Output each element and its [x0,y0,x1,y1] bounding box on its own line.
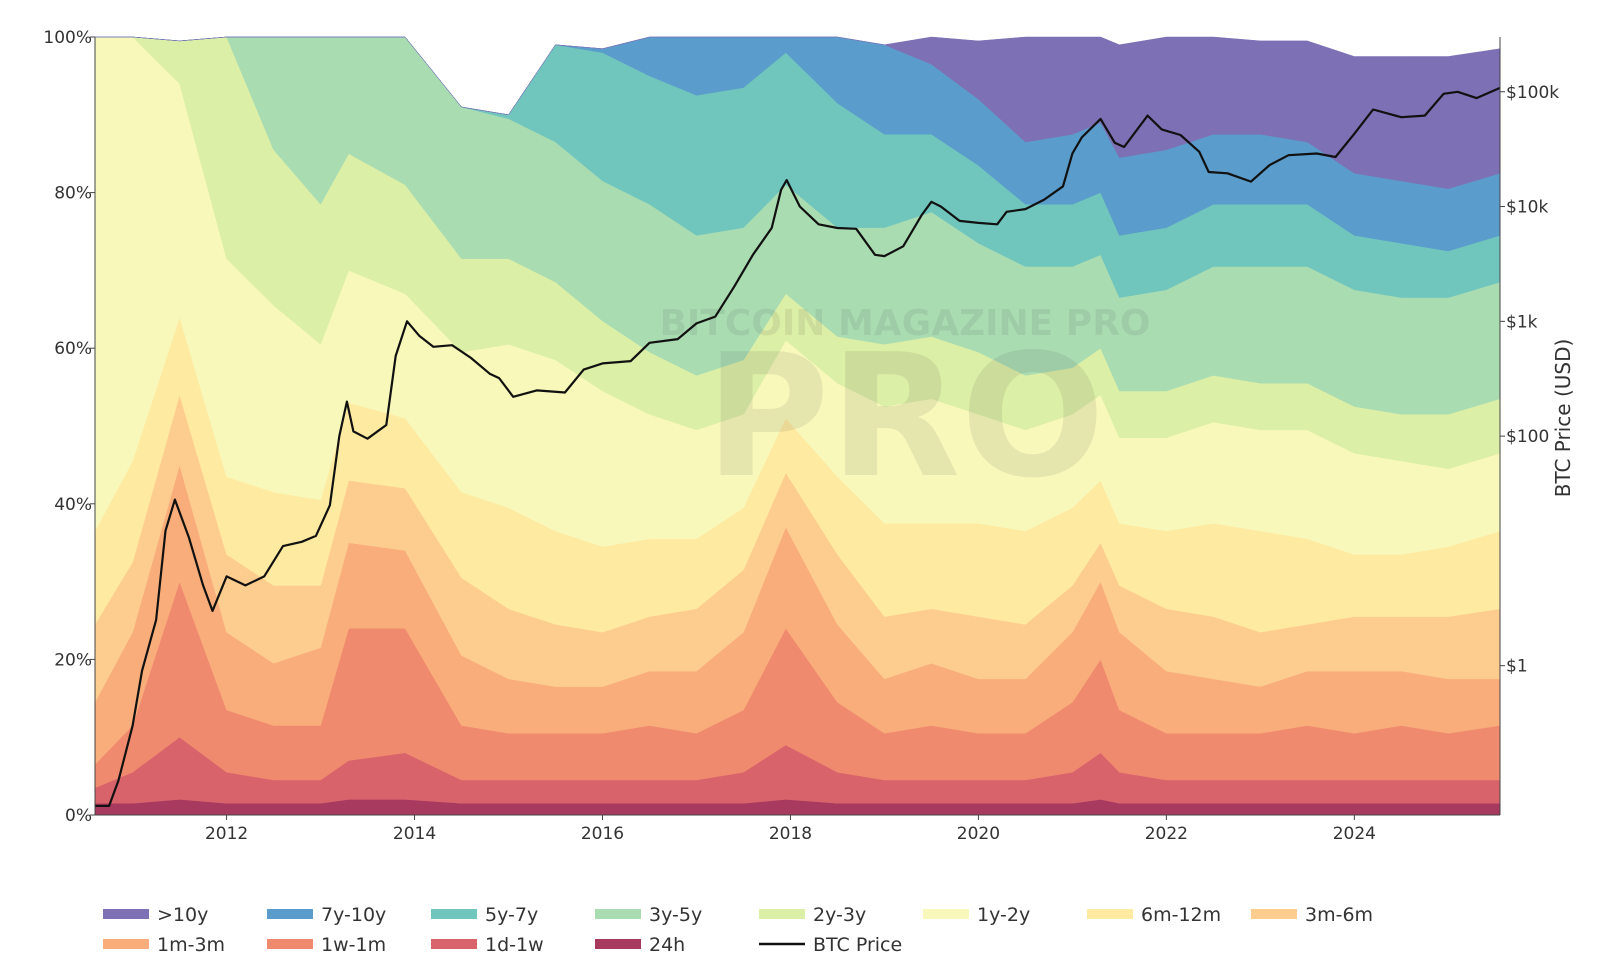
x-tick-label: 2024 [1333,824,1376,844]
x-tick-label: 2014 [393,824,436,844]
legend-item[interactable]: BTC Price [759,934,902,956]
legend-item[interactable]: 1w-1m [267,934,386,956]
legend-item[interactable]: 2y-3y [759,904,866,926]
legend-label: 2y-3y [813,904,866,926]
legend-item[interactable]: 6m-12m [1087,904,1221,926]
watermark: BITCOIN MAGAZINE PRO PRO [659,303,1150,516]
legend-item[interactable]: 1d-1w [431,934,544,956]
legend-label: 24h [649,934,685,956]
x-tick-label: 2016 [581,824,624,844]
legend-item[interactable]: 7y-10y [267,904,386,926]
y-left-tick-label: 100% [43,28,92,48]
legend-swatch [923,909,969,919]
legend-item[interactable]: 24h [595,934,685,956]
y-right-tick-label: $1k [1506,312,1538,332]
right-axis-title: BTC Price (USD) [1551,339,1575,498]
btc-price-line [95,86,1501,807]
legend-item[interactable]: 3y-5y [595,904,702,926]
legend-swatch [103,909,149,919]
legend: >10y 7y-10y 5y-7y 3y-5y 2y-3y 1y-2y 6m-12m 3m-6… [103,904,1373,956]
y-right-tick-label: $1 [1506,657,1528,677]
legend-label: 7y-10y [321,904,386,926]
legend-label: 5y-7y [485,904,538,926]
y-right-tick-label: $100k [1506,83,1559,103]
btc-price-line-layer [95,86,1501,807]
legend-label: >10y [157,904,208,926]
y-left-tick-label: 40% [54,495,92,515]
legend-swatch [431,939,477,949]
x-tick-label: 2022 [1145,824,1188,844]
legend-item[interactable]: 1y-2y [923,904,1030,926]
legend-swatch [431,909,477,919]
legend-item[interactable]: 1m-3m [103,934,225,956]
y-right-tick-label: $100 [1506,427,1549,447]
legend-item[interactable]: >10y [103,904,208,926]
x-tick-label: 2020 [957,824,1000,844]
watermark-pro-text: PRO [705,318,1105,516]
y-left-tick-label: 0% [65,806,92,826]
watermark-text: BITCOIN MAGAZINE PRO [659,303,1150,344]
legend-item[interactable]: 3m-6m [1251,904,1373,926]
y-left-tick-label: 80% [54,184,92,204]
legend-label: 6m-12m [1141,904,1221,926]
legend-label: 3m-6m [1305,904,1373,926]
y-left-tick-label: 60% [54,339,92,359]
legend-swatch [1251,909,1297,919]
x-tick-label: 2012 [205,824,248,844]
legend-swatch [759,909,805,919]
axes: 2012 2014 2016 2018 2020 2022 2024 0% 20% 40% 60% 8… [43,28,1559,844]
legend-label: 1w-1m [321,934,386,956]
legend-label: BTC Price [813,934,902,956]
legend-swatch [267,939,313,949]
x-tick-label: 2018 [769,824,812,844]
legend-swatch [1087,909,1133,919]
legend-swatch [595,909,641,919]
legend-label: 1y-2y [977,904,1030,926]
stacked-areas [94,36,1501,816]
legend-swatch [103,939,149,949]
legend-item[interactable]: 5y-7y [431,904,538,926]
legend-label: 3y-5y [649,904,702,926]
legend-label: 1d-1w [485,934,544,956]
legend-swatch [267,909,313,919]
legend-swatch [595,939,641,949]
legend-label: 1m-3m [157,934,225,956]
y-left-tick-label: 20% [54,650,92,670]
y-right-tick-label: $10k [1506,198,1548,218]
